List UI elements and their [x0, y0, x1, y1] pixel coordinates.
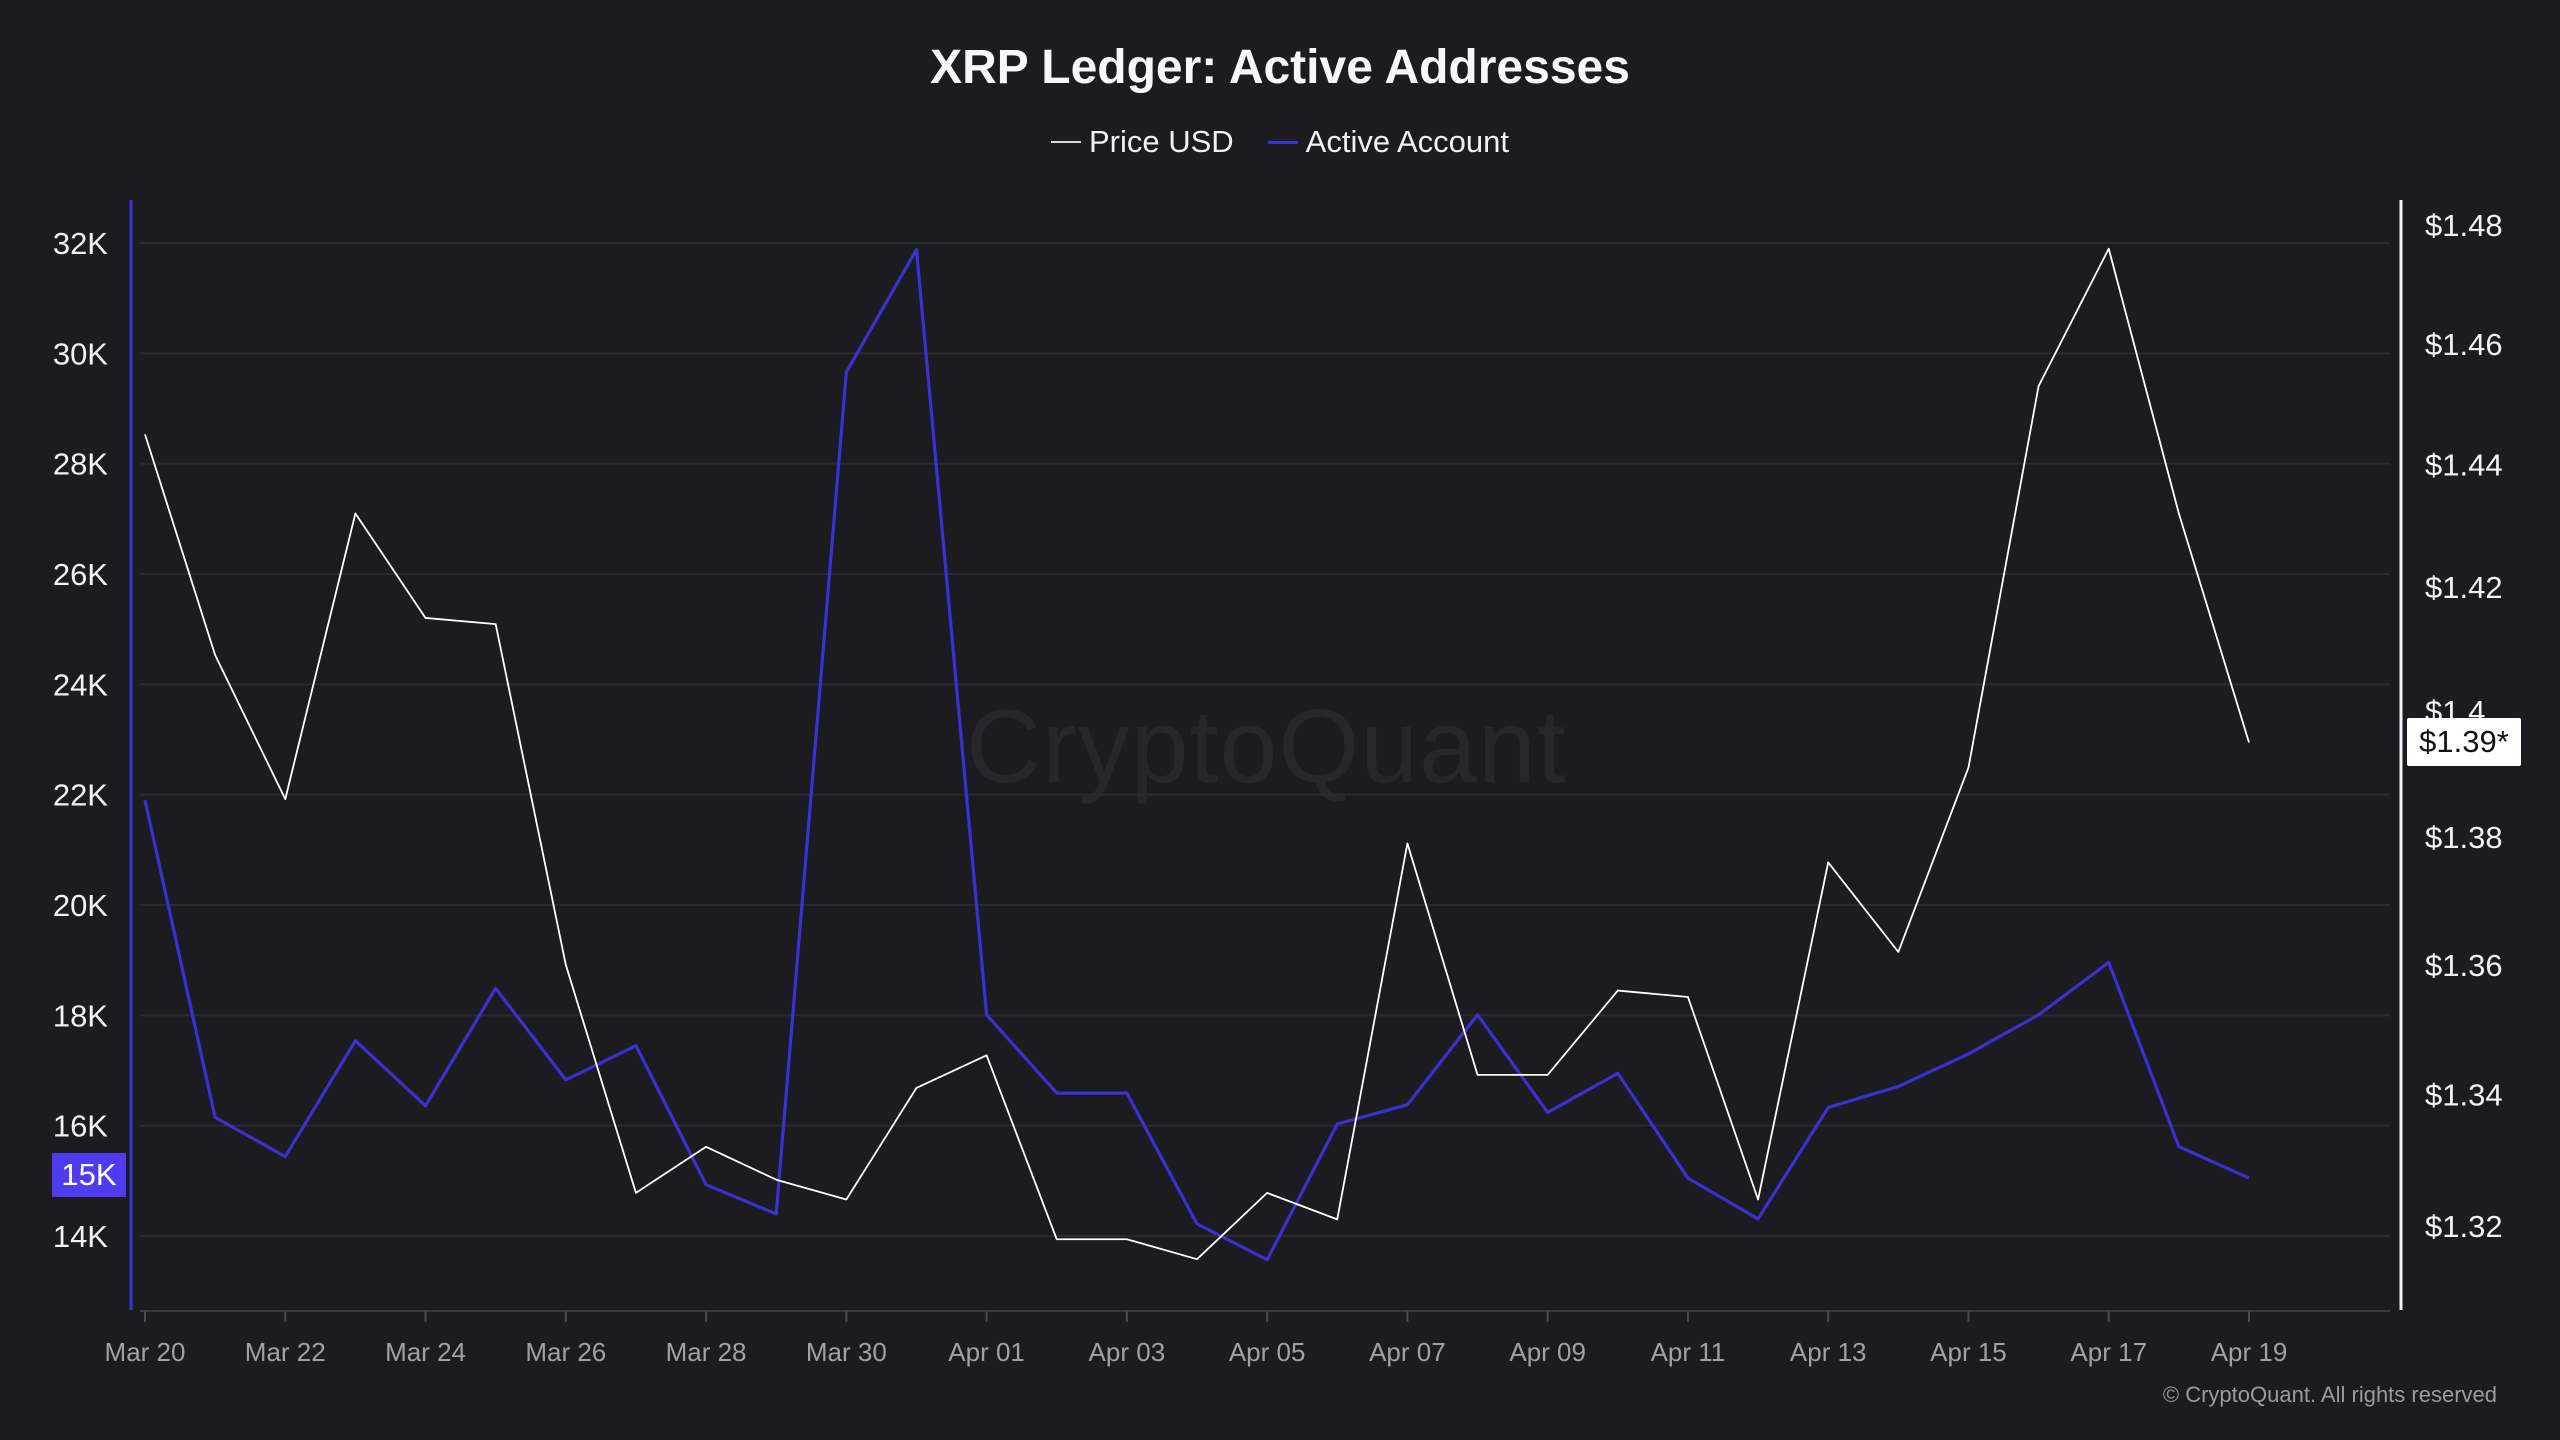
- right-axis-tick-label: $1.32: [2425, 1209, 2503, 1244]
- legend-swatch-price: [1050, 141, 1081, 143]
- legend-item-active-account[interactable]: Active Account: [1267, 124, 1510, 160]
- legend-label-active-account: Active Account: [1305, 124, 1510, 159]
- left-axis-tick-label: 20K: [53, 888, 108, 923]
- left-axis-tick-label: 16K: [53, 1109, 108, 1144]
- x-axis-tick-label: Mar 22: [245, 1337, 326, 1367]
- left-axis-current-value-badge: 15K: [52, 1153, 126, 1197]
- right-axis-tick-label: $1.36: [2425, 948, 2503, 983]
- x-axis-tick-label: Mar 20: [105, 1337, 186, 1367]
- left-axis-tick-label: 32K: [53, 226, 108, 261]
- right-axis-tick-label: $1.42: [2425, 570, 2503, 605]
- x-axis-tick-label: Apr 07: [1369, 1337, 1446, 1367]
- x-axis-tick-label: Apr 11: [1651, 1337, 1726, 1367]
- left-axis-tick-label: 28K: [53, 447, 108, 482]
- legend-swatch-active-account: [1267, 140, 1298, 144]
- left-axis-tick-label: 14K: [53, 1219, 108, 1254]
- left-axis-tick-label: 30K: [53, 336, 108, 371]
- price-usd-line: [144, 247, 2250, 1261]
- legend-item-price[interactable]: Price USD: [1050, 124, 1234, 160]
- x-axis-tick-label: Apr 15: [1930, 1337, 2007, 1367]
- x-axis-tick-label: Apr 09: [1509, 1337, 1586, 1367]
- right-axis-tick-label: $1.44: [2425, 448, 2503, 483]
- legend: Price USD Active Account: [0, 124, 2560, 160]
- right-axis-tick-label: $1.34: [2425, 1077, 2503, 1112]
- x-axis-tick-label: Apr 01: [948, 1337, 1025, 1367]
- x-axis-tick-label: Apr 13: [1790, 1337, 1867, 1367]
- right-axis-tick-label: $1.48: [2425, 208, 2503, 243]
- right-axis-current-price-badge: $1.39*: [2407, 718, 2521, 766]
- right-axis-tick-label: $1.46: [2425, 327, 2503, 362]
- x-axis-tick-label: Mar 24: [385, 1337, 466, 1367]
- x-axis-tick-label: Mar 28: [666, 1337, 747, 1367]
- x-axis-tick-label: Apr 03: [1089, 1337, 1166, 1367]
- x-axis-tick-label: Mar 30: [806, 1337, 887, 1367]
- left-axis-tick-label: 22K: [53, 778, 108, 813]
- left-axis-tick-label: 24K: [53, 667, 108, 702]
- x-axis-tick-label: Apr 19: [2211, 1337, 2288, 1367]
- watermark: CryptoQuant: [966, 689, 1567, 805]
- x-axis-tick-label: Apr 17: [2070, 1337, 2147, 1367]
- chart-title: XRP Ledger: Active Addresses: [930, 41, 1630, 94]
- x-axis-tick-label: Apr 05: [1229, 1337, 1306, 1367]
- left-axis-tick-label: 26K: [53, 557, 108, 592]
- legend-label-price: Price USD: [1088, 124, 1234, 159]
- x-axis-tick-label: Mar 26: [525, 1337, 606, 1367]
- active-account-line: [143, 248, 2250, 1262]
- copyright: © CryptoQuant. All rights reserved: [2162, 1382, 2497, 1407]
- left-axis-tick-label: 18K: [53, 998, 108, 1033]
- right-axis-tick-label: $1.38: [2425, 820, 2503, 855]
